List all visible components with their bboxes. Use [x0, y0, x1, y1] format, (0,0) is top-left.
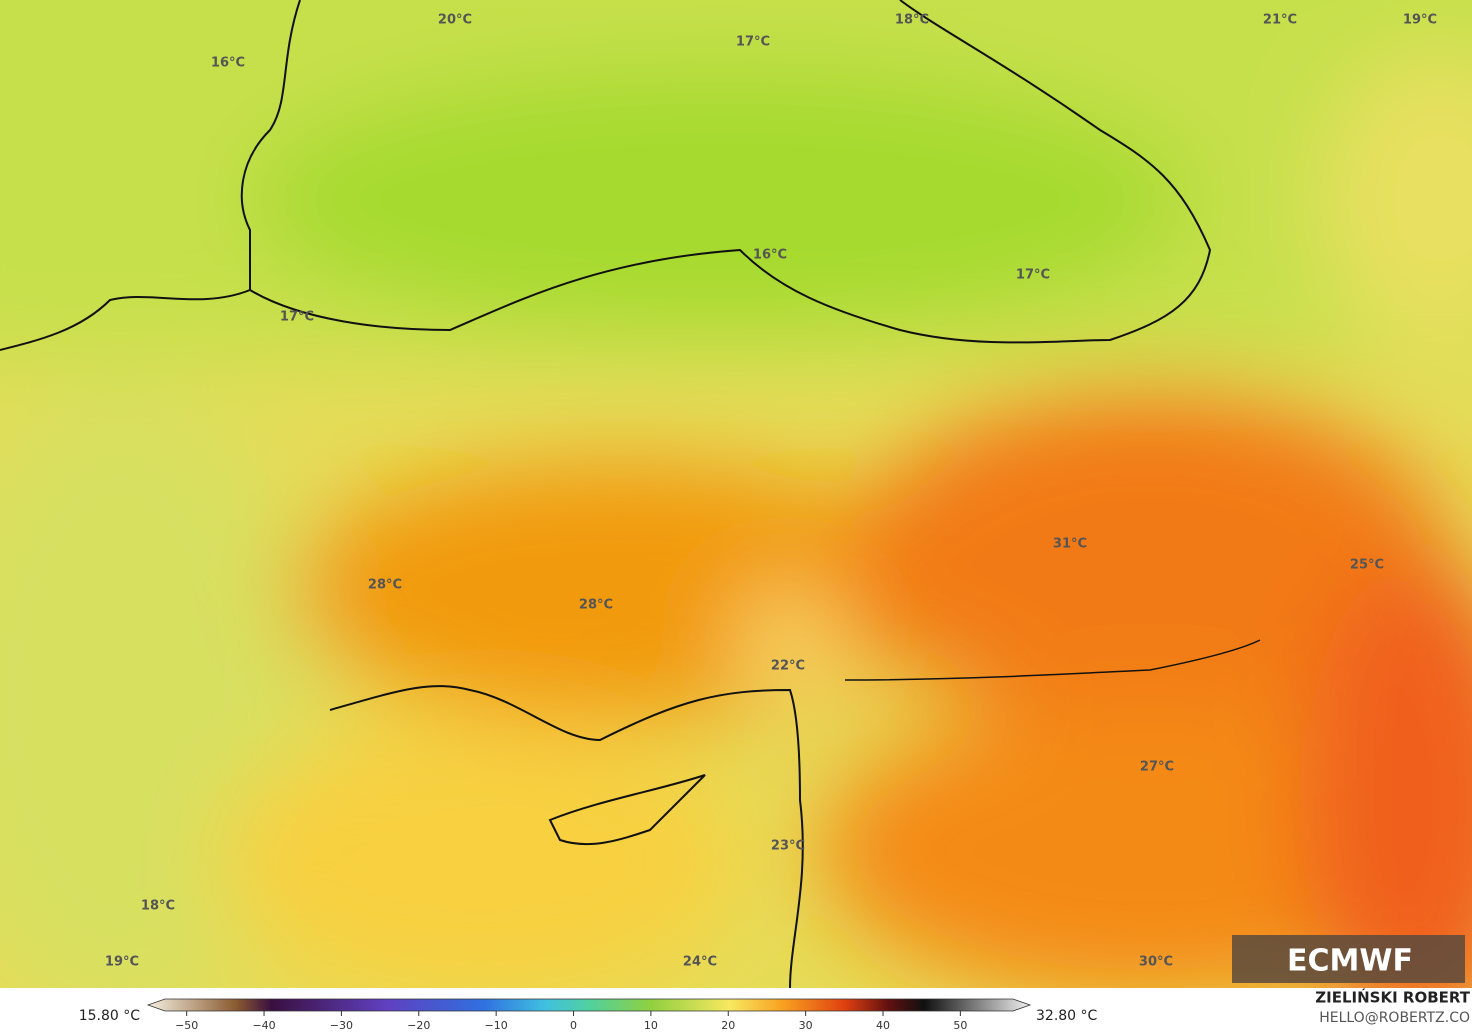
temperature-label: 27°C: [1140, 760, 1174, 775]
colorbar-tick-label: −30: [330, 1019, 353, 1032]
contact: HELLO@ROBERTZ.CO: [1319, 1010, 1470, 1026]
colorbar-tick-label: 10: [644, 1019, 658, 1032]
colorbar-tick-label: −40: [252, 1019, 275, 1032]
temperature-label: 22°C: [771, 659, 805, 674]
temperature-label: 19°C: [1403, 13, 1437, 28]
colorbar-tick-label: −10: [485, 1019, 508, 1032]
colorbar: [146, 998, 1032, 1012]
footer: [0, 988, 1472, 1035]
temperature-label: 23°C: [771, 839, 805, 854]
temperature-label: 20°C: [438, 13, 472, 28]
colorbar-tick-label: −20: [407, 1019, 430, 1032]
temperature-label: 16°C: [753, 248, 787, 263]
temperature-label: 24°C: [683, 955, 717, 970]
colorbar-tick-label: 20: [721, 1019, 735, 1032]
temperature-label: 30°C: [1139, 955, 1173, 970]
temperature-label: 18°C: [895, 13, 929, 28]
logo-box: [1232, 935, 1465, 983]
colorbar-tick-label: −50: [175, 1019, 198, 1032]
temperature-label: 28°C: [368, 578, 402, 593]
temperature-label: 18°C: [141, 899, 175, 914]
max-label: 32.80 °C: [1036, 1008, 1098, 1024]
logo: ECMWF: [1287, 944, 1413, 979]
temperature-label: 17°C: [736, 35, 770, 50]
temperature-label: 21°C: [1263, 13, 1297, 28]
temperature-label: 16°C: [211, 56, 245, 71]
temperature-label: 17°C: [1016, 268, 1050, 283]
colorbar-tick-label: 0: [570, 1019, 577, 1032]
colorbar-tick-label: 30: [799, 1019, 813, 1032]
colorbar-tick-label: 40: [876, 1019, 890, 1032]
temperature-label: 25°C: [1350, 558, 1384, 573]
colorbar-tick-label: 50: [953, 1019, 967, 1032]
temperature-label: 19°C: [105, 955, 139, 970]
temperature-label: 28°C: [579, 598, 613, 613]
author: ZIELIŃSKI ROBERT: [1315, 988, 1470, 1007]
min-label: 15.80 °C: [79, 1008, 141, 1024]
temperature-label: 31°C: [1053, 537, 1087, 552]
temperature-label: 17°C: [280, 310, 314, 325]
coastlines: [0, 0, 1261, 989]
